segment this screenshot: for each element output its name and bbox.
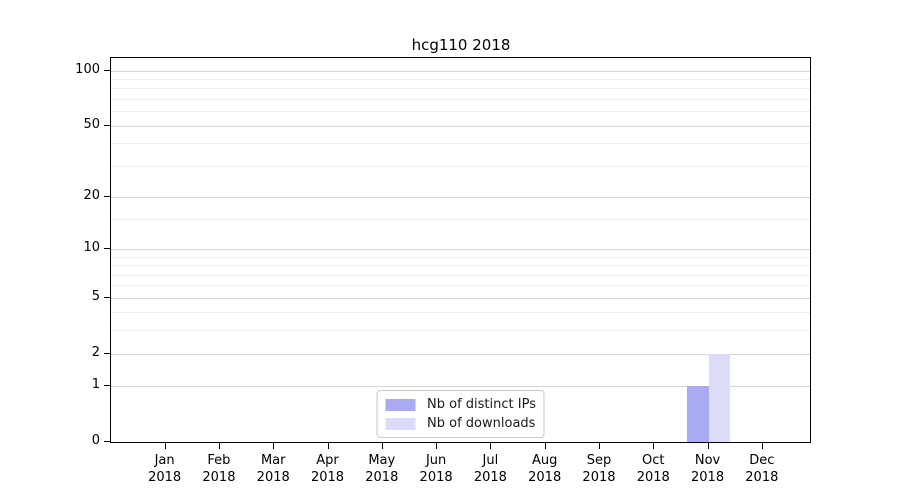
x-tick-label: Oct 2018 (636, 453, 670, 485)
y-tick-label: 50 (83, 116, 100, 132)
x-tick-label: Dec 2018 (745, 453, 779, 485)
y-tick-label: 2 (91, 344, 100, 360)
y-tick-mark (104, 69, 110, 71)
x-tick-mark (218, 443, 220, 449)
minor-gridline (111, 218, 810, 220)
minor-gridline (111, 78, 810, 80)
y-tick-label: 10 (83, 239, 100, 255)
x-tick-mark (273, 443, 275, 449)
minor-gridline (111, 330, 810, 332)
minor-gridline (111, 265, 810, 267)
x-tick-label: May 2018 (365, 453, 399, 485)
legend-label-downloads: Nb of downloads (427, 416, 536, 431)
chart-title: hcg110 2018 (411, 36, 511, 54)
major-gridline (111, 248, 810, 250)
plot-area: Nb of distinct IPs Nb of downloads (110, 57, 811, 443)
x-tick-label: Sep 2018 (582, 453, 616, 485)
legend-swatch-distinct-ips-icon (385, 398, 416, 411)
x-tick-label: Jun 2018 (419, 453, 453, 485)
minor-gridline (111, 165, 810, 167)
x-tick-mark (707, 443, 709, 449)
x-tick-label: Jul 2018 (473, 453, 507, 485)
major-gridline (111, 297, 810, 299)
y-tick-mark (104, 124, 110, 126)
x-tick-mark (598, 443, 600, 449)
y-tick-mark (104, 352, 110, 354)
major-gridline (111, 196, 810, 198)
y-tick-mark (104, 247, 110, 249)
y-tick-label: 0 (91, 433, 100, 448)
bar-nb-of-distinct-ips-nov-2018 (686, 386, 709, 442)
minor-gridline (111, 88, 810, 90)
x-tick-label: Jan 2018 (148, 453, 182, 485)
x-tick-mark (381, 443, 383, 449)
major-gridline (111, 353, 810, 355)
legend: Nb of distinct IPs Nb of downloads (376, 390, 545, 438)
y-tick-mark (104, 296, 110, 298)
x-tick-mark (544, 443, 546, 449)
x-tick-mark (490, 443, 492, 449)
legend-label-distinct-ips: Nb of distinct IPs (427, 397, 536, 412)
x-tick-label: Nov 2018 (691, 453, 725, 485)
x-tick-label: Aug 2018 (528, 453, 562, 485)
x-tick-mark (761, 443, 763, 449)
y-tick-label: 1 (91, 377, 100, 393)
minor-gridline (111, 111, 810, 113)
minor-gridline (111, 256, 810, 258)
y-tick-label: 100 (75, 61, 100, 77)
legend-item-distinct-ips: Nb of distinct IPs (385, 397, 536, 412)
minor-gridline (111, 98, 810, 100)
x-tick-label: Feb 2018 (202, 453, 236, 485)
bar-nb-of-downloads-nov-2018 (708, 353, 731, 442)
y-tick-label: 20 (83, 187, 100, 203)
minor-gridline (111, 312, 810, 314)
major-gridline (111, 125, 810, 127)
x-tick-label: Apr 2018 (310, 453, 345, 485)
y-tick-label: 5 (91, 288, 100, 304)
minor-gridline (111, 285, 810, 287)
x-tick-mark (436, 443, 438, 449)
major-gridline (111, 386, 810, 388)
x-tick-mark (653, 443, 655, 449)
y-tick-mark (104, 441, 110, 442)
x-tick-mark (327, 443, 329, 449)
plot-inner: Nb of distinct IPs Nb of downloads (111, 58, 810, 442)
minor-gridline (111, 143, 810, 145)
minor-gridline (111, 274, 810, 276)
legend-item-downloads: Nb of downloads (385, 416, 536, 431)
y-tick-mark (104, 385, 110, 387)
y-tick-mark (104, 195, 110, 197)
legend-swatch-downloads-icon (385, 417, 416, 430)
major-gridline (111, 70, 810, 72)
x-tick-label: Mar 2018 (256, 453, 290, 485)
x-tick-mark (164, 443, 166, 449)
